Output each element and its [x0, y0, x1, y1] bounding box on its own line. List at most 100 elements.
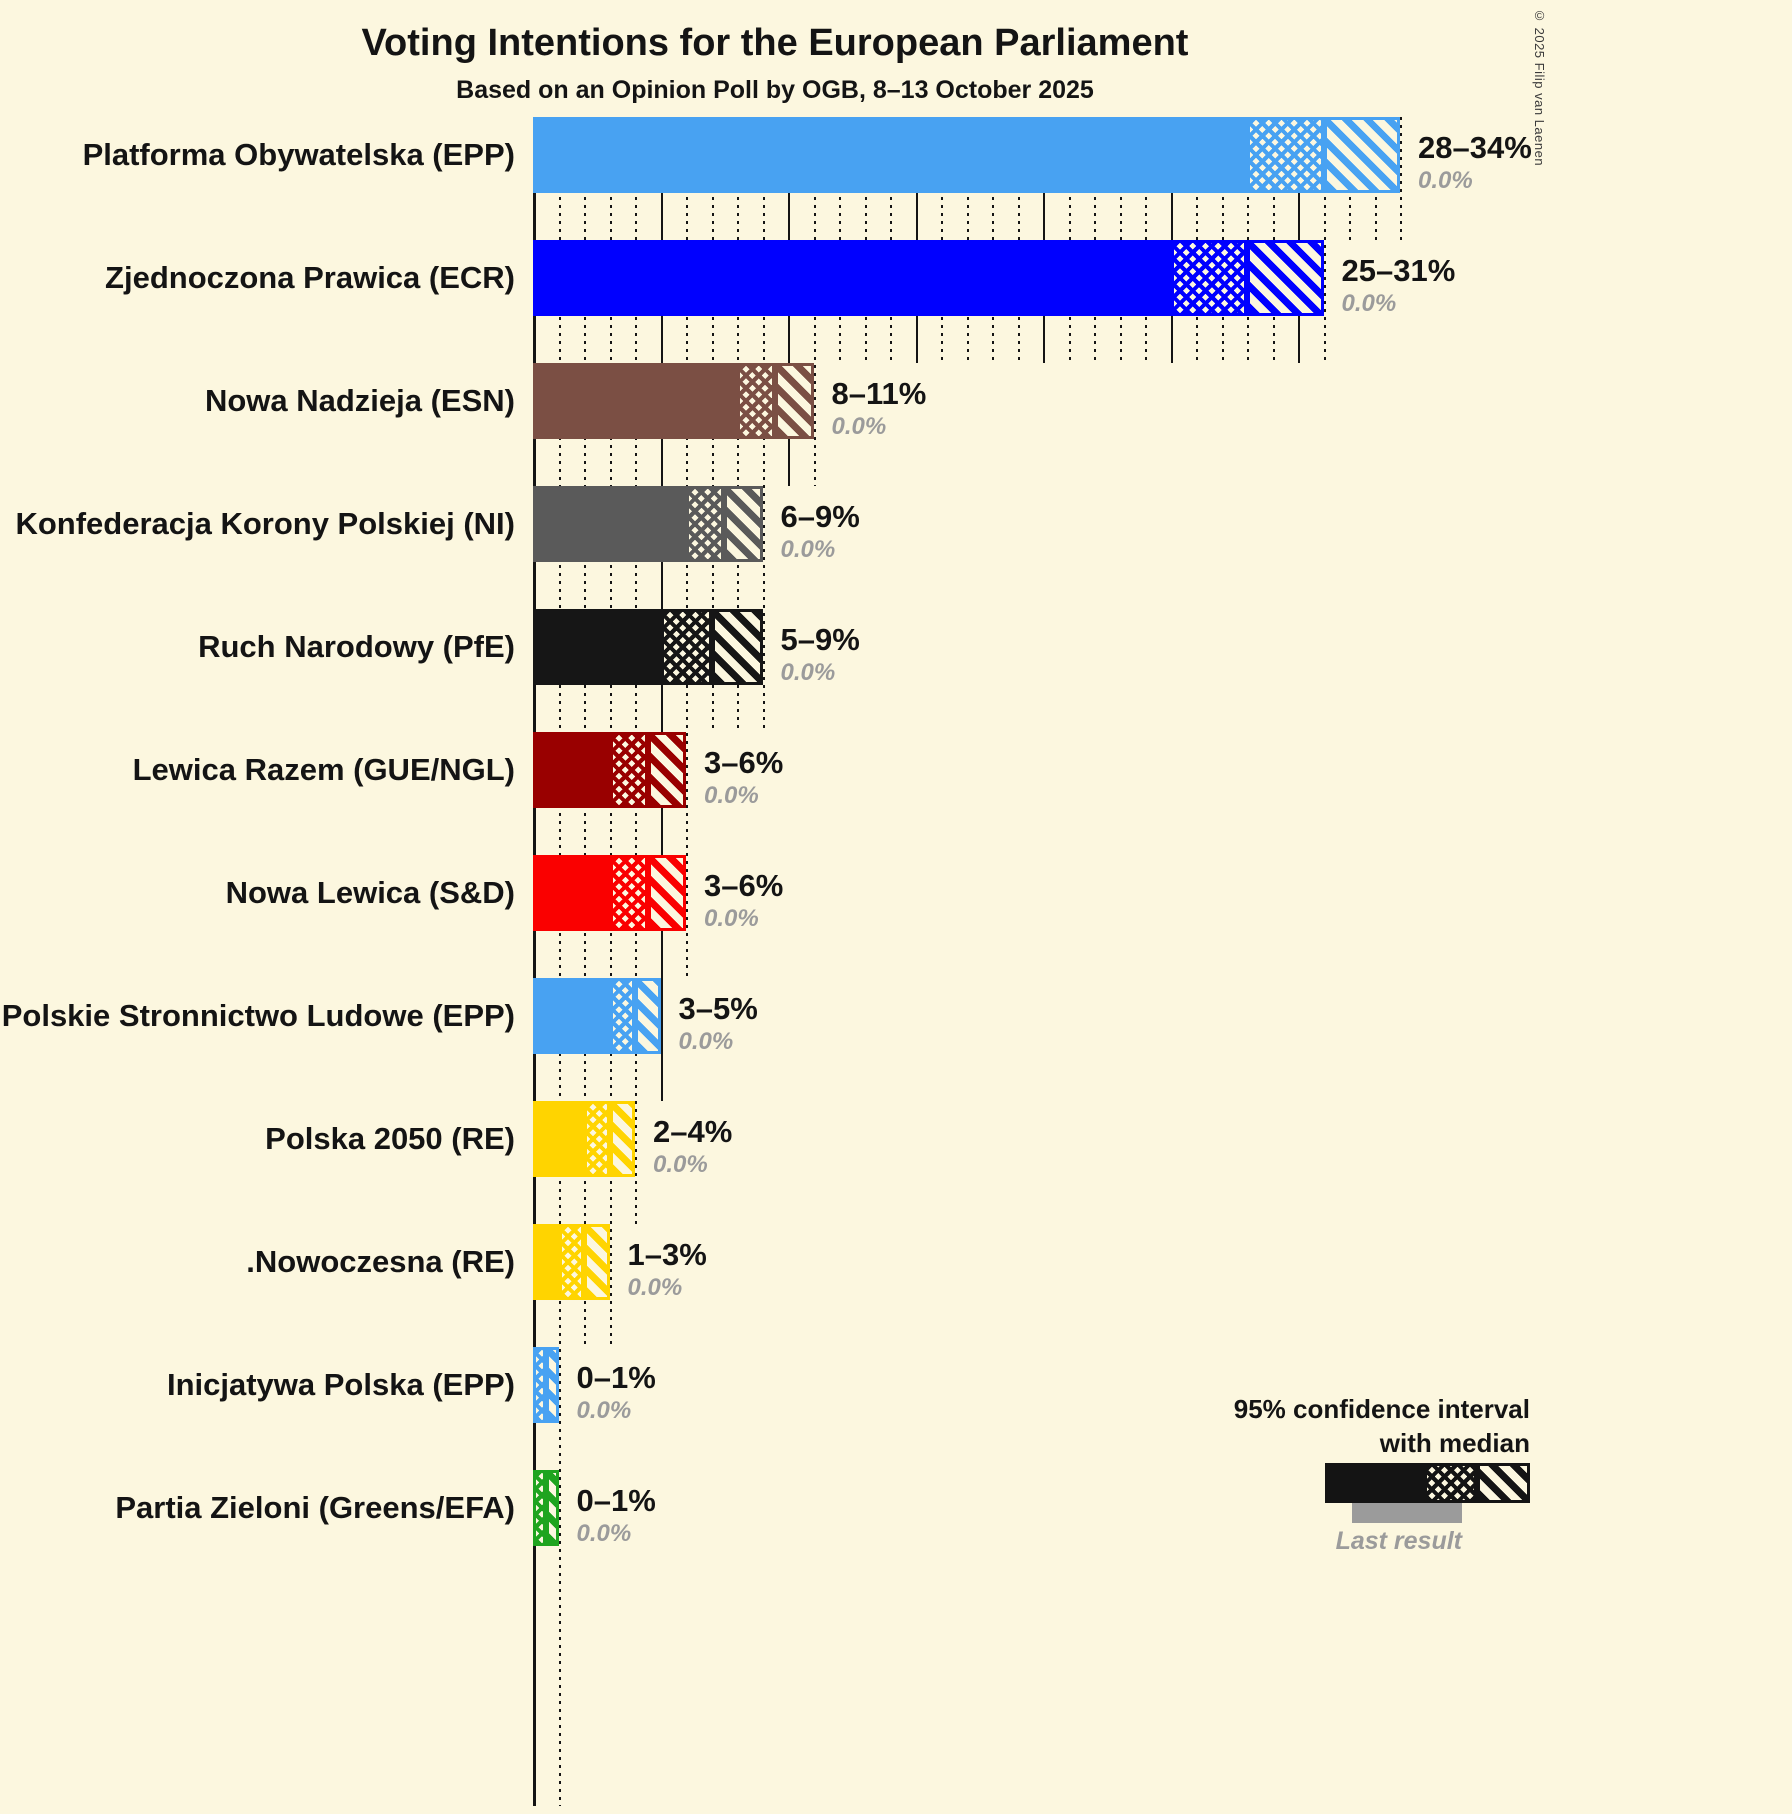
bar-row: Konfederacja Korony Polskiej (NI) 6–9% 0.0…: [0, 486, 1792, 564]
value-block: 3–6% 0.0%: [704, 745, 783, 810]
bar-ci-diagonal: [711, 609, 763, 685]
party-label: Konfederacja Korony Polskiej (NI): [15, 506, 515, 541]
legend-ci-sample-bar: [1325, 1463, 1530, 1503]
bar-ci-crosshatch: [737, 363, 776, 439]
legend-ci-caption: 95% confidence interval with median: [1030, 1392, 1530, 1460]
bar-ci-diagonal: [647, 855, 686, 931]
bar-row: Partia Zieloni (Greens/EFA) 0–1% 0.0%: [0, 1470, 1792, 1548]
bar-ci-diagonal: [545, 1470, 559, 1546]
last-result-label: 0.0%: [576, 1397, 632, 1424]
value-block: 2–4% 0.0%: [653, 1114, 732, 1179]
range-label: 3–6%: [704, 868, 784, 903]
party-label: Polskie Stronnictwo Ludowe (EPP): [1, 998, 515, 1033]
axis-line: [533, 117, 536, 1806]
bar-ci-diagonal: [775, 363, 814, 439]
last-result-label: 0.0%: [1418, 167, 1473, 194]
bar-ci-lower-solid: [533, 1101, 584, 1177]
value-block: 0–1% 0.0%: [577, 1483, 656, 1548]
party-label: Lewica Razem (GUE/NGL): [132, 752, 515, 787]
bar-ci-lower-solid: [533, 240, 1171, 316]
bar-ci-diagonal: [1323, 117, 1400, 193]
bar-ci-crosshatch: [609, 855, 648, 931]
chart-title: Voting Intentions for the European Parli…: [361, 22, 1189, 64]
last-result-label: 0.0%: [831, 413, 887, 440]
copyright-notice: © 2025 Filip van Laenen: [1532, 8, 1547, 167]
last-result-label: 0.0%: [704, 782, 759, 809]
value-block: 28–34% 0.0%: [1418, 130, 1532, 195]
bar-ci-crosshatch: [609, 978, 635, 1054]
bar-ci-lower-solid: [533, 978, 610, 1054]
legend-last-result-sample-bar: [1352, 1503, 1462, 1523]
party-label: Polska 2050 (RE): [265, 1121, 515, 1156]
value-block: 1–3% 0.0%: [628, 1237, 707, 1302]
range-label: 28–34%: [1418, 130, 1532, 165]
value-block: 0–1% 0.0%: [577, 1360, 656, 1425]
value-block: 3–6% 0.0%: [704, 868, 783, 933]
range-label: 1–3%: [627, 1237, 707, 1272]
bar-ci-diagonal: [724, 486, 763, 562]
last-result-label: 0.0%: [780, 536, 836, 563]
axis-minor-gridline: [558, 117, 561, 1806]
bar-ci-lower-solid: [533, 1224, 559, 1300]
bar-ci-crosshatch: [584, 1101, 610, 1177]
range-label: 6–9%: [780, 499, 860, 534]
axis-minor-gridline: [1400, 117, 1402, 240]
legend-sample-solid: [1325, 1463, 1424, 1503]
bar-ci-diagonal: [584, 1224, 610, 1300]
range-label: 25–31%: [1341, 253, 1456, 288]
range-label: 3–5%: [678, 991, 758, 1026]
bar-ci-lower-solid: [533, 363, 737, 439]
bar-row: Nowa Nadzieja (ESN) 8–11% 0.0%: [0, 363, 1792, 441]
party-label: Platforma Obywatelska (EPP): [82, 137, 515, 172]
party-label: Nowa Nadzieja (ESN): [204, 383, 515, 418]
range-label: 8–11%: [831, 376, 927, 411]
range-label: 0–1%: [576, 1483, 656, 1518]
bar-row: Inicjatywa Polska (EPP) 0–1% 0.0%: [0, 1347, 1792, 1425]
bar-row: Platforma Obywatelska (EPP) 28–34% 0.0%: [0, 117, 1792, 195]
value-block: 8–11% 0.0%: [832, 376, 927, 441]
bar-row: Ruch Narodowy (PfE) 5–9% 0.0%: [0, 609, 1792, 687]
bar-ci-diagonal: [647, 732, 686, 808]
bar-ci-lower-solid: [533, 855, 610, 931]
last-result-label: 0.0%: [627, 1274, 683, 1301]
bar-ci-crosshatch: [1247, 117, 1324, 193]
legend-last-result-caption: Last result: [1335, 1527, 1462, 1555]
bar-ci-diagonal: [609, 1101, 635, 1177]
bar-ci-lower-solid: [533, 117, 1247, 193]
value-block: 6–9% 0.0%: [781, 499, 860, 564]
bar-ci-crosshatch: [660, 609, 712, 685]
bar-ci-diagonal: [635, 978, 661, 1054]
party-label: .Nowoczesna (RE): [246, 1244, 515, 1279]
range-label: 3–6%: [704, 745, 784, 780]
party-label: Zjednoczona Prawica (ECR): [105, 260, 515, 295]
bar-ci-lower-solid: [533, 609, 661, 685]
value-block: 3–5% 0.0%: [679, 991, 758, 1056]
legend-ci-line2: with median: [1379, 1428, 1530, 1458]
bar-row: Polska 2050 (RE) 2–4% 0.0%: [0, 1101, 1792, 1179]
value-block: 5–9% 0.0%: [781, 622, 860, 687]
bar-ci-crosshatch: [686, 486, 725, 562]
bar-ci-crosshatch: [533, 1347, 546, 1423]
bar-ci-crosshatch: [558, 1224, 584, 1300]
bar-row: Polskie Stronnictwo Ludowe (EPP) 3–5% 0.0%: [0, 978, 1792, 1056]
party-label: Inicjatywa Polska (EPP): [166, 1367, 515, 1402]
party-label: Nowa Lewica (S&D): [225, 875, 515, 910]
chart-subtitle: Based on an Opinion Poll by OGB, 8–13 Oc…: [456, 76, 1094, 104]
legend-sample-crosshatch: [1424, 1463, 1477, 1503]
last-result-label: 0.0%: [678, 1028, 734, 1055]
bar-row: Lewica Razem (GUE/NGL) 3–6% 0.0%: [0, 732, 1792, 810]
legend-sample-diagonal: [1477, 1463, 1530, 1503]
bar-row: Zjednoczona Prawica (ECR) 25–31% 0.0%: [0, 240, 1792, 317]
bar-ci-crosshatch: [609, 732, 648, 808]
bar-ci-diagonal: [545, 1347, 559, 1423]
range-label: 2–4%: [653, 1114, 733, 1149]
range-label: 0–1%: [576, 1360, 656, 1395]
last-result-label: 0.0%: [576, 1520, 632, 1547]
bar-ci-crosshatch: [533, 1470, 546, 1546]
bar-ci-crosshatch: [1170, 240, 1247, 316]
bar-row: .Nowoczesna (RE) 1–3% 0.0%: [0, 1224, 1792, 1302]
legend-ci-line1: 95% confidence interval: [1233, 1394, 1530, 1424]
bar-ci-lower-solid: [533, 732, 610, 808]
